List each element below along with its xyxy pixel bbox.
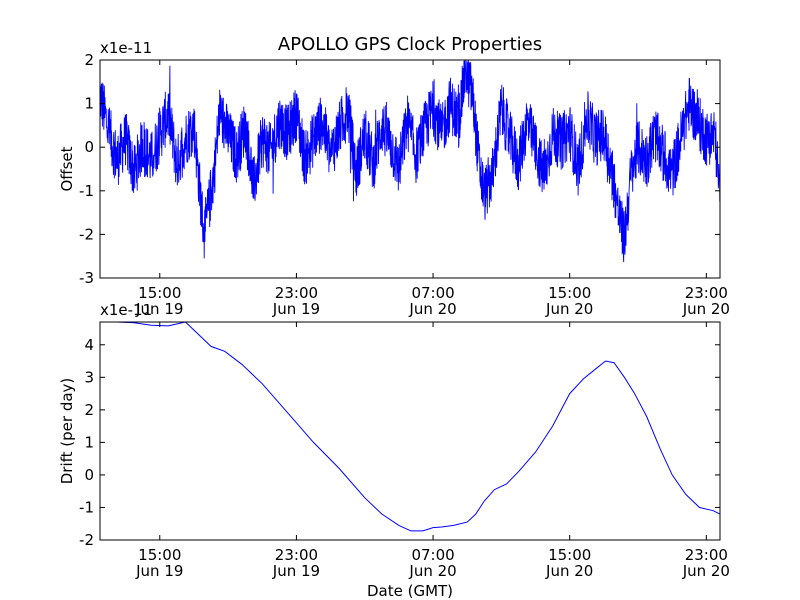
drift-ytick-label: 2: [84, 401, 94, 419]
offset-ylabel: Offset: [58, 146, 76, 191]
offset-xtick-date-label: Jun 19: [135, 300, 183, 318]
drift-ylabel: Drift (per day): [58, 378, 76, 485]
drift-ytick-label: 1: [84, 433, 94, 451]
offset-xtick-time-label: 15:00: [548, 284, 591, 302]
offset-xtick-time-label: 23:00: [685, 284, 728, 302]
offset-ytick-label: -2: [79, 225, 94, 243]
chart-title: APOLLO GPS Clock Properties: [278, 34, 542, 55]
drift-xtick-date-label: Jun 20: [545, 562, 593, 580]
offset-ytick-label: -3: [79, 269, 94, 287]
drift-xtick-time-label: 15:00: [138, 546, 181, 564]
drift-xlabel: Date (GMT): [367, 582, 453, 600]
offset-series-line: [100, 60, 720, 263]
offset-y-multiplier: x1e-11: [100, 39, 152, 57]
drift-axes-frame: [99, 321, 721, 541]
drift-xtick-time-label: 07:00: [411, 546, 454, 564]
drift-series-line: [104, 322, 720, 532]
drift-xtick-date-label: Jun 19: [272, 562, 320, 580]
drift-ytick-label: 3: [84, 368, 94, 386]
offset-xtick-time-label: 23:00: [275, 284, 318, 302]
offset-xtick-date-label: Jun 20: [682, 300, 730, 318]
offset-ytick-label: 1: [84, 95, 94, 113]
drift-ytick-label: 4: [84, 336, 94, 354]
drift-xtick-date-label: Jun 20: [408, 562, 456, 580]
drift-xtick-time-label: 15:00: [548, 546, 591, 564]
drift-xtick-time-label: 23:00: [275, 546, 318, 564]
drift-ytick-label: -2: [79, 531, 94, 549]
offset-axes-frame: [99, 59, 721, 279]
drift-xtick-date-label: Jun 20: [682, 562, 730, 580]
offset-xtick-time-label: 15:00: [138, 284, 181, 302]
drift-xtick-time-label: 23:00: [685, 546, 728, 564]
offset-xtick-date-label: Jun 20: [408, 300, 456, 318]
drift-ytick-label: 0: [84, 466, 94, 484]
drift-ytick-label: -1: [79, 498, 94, 516]
drift-y-multiplier: x1e-11: [100, 301, 152, 319]
offset-ytick-label: 2: [84, 51, 94, 69]
drift-xtick-date-label: Jun 19: [135, 562, 183, 580]
offset-xtick-date-label: Jun 20: [545, 300, 593, 318]
offset-xtick-date-label: Jun 19: [272, 300, 320, 318]
offset-xtick-time-label: 07:00: [411, 284, 454, 302]
offset-ytick-label: 0: [84, 138, 94, 156]
offset-ytick-label: -1: [79, 182, 94, 200]
